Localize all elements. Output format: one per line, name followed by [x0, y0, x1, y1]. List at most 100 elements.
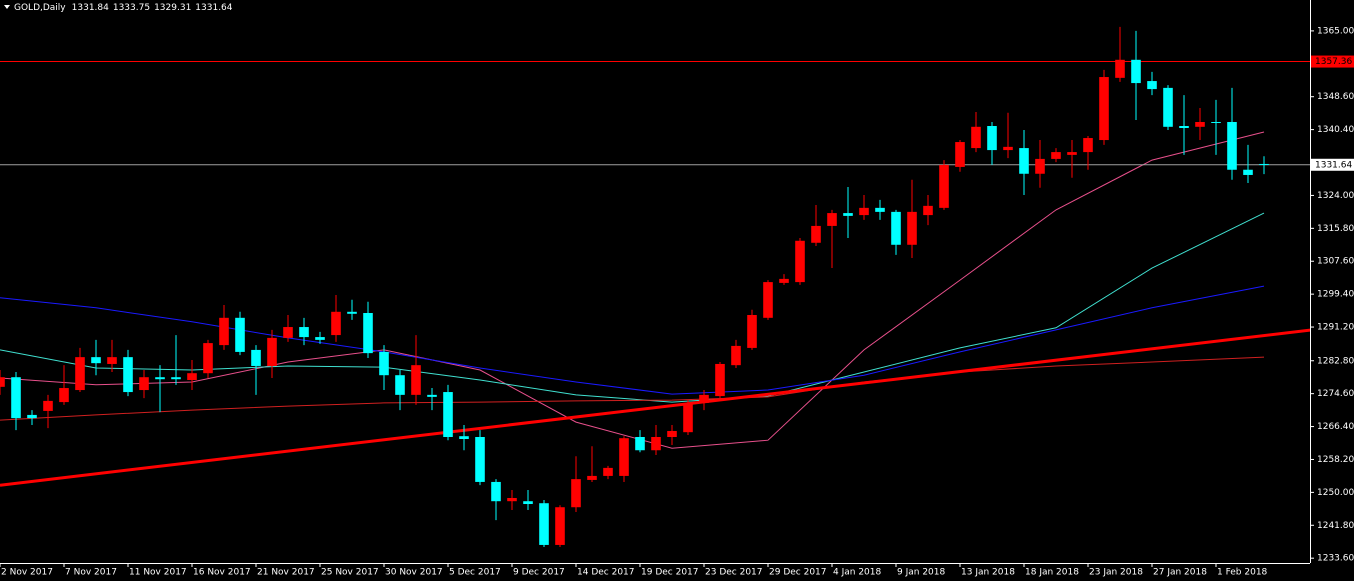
y-tick-label: 1282.80 [1317, 356, 1354, 366]
x-tick-label: 18 Jan 2018 [1025, 568, 1079, 578]
x-tick-label: 19 Dec 2017 [641, 568, 699, 578]
menu-triangle[interactable] [4, 5, 10, 9]
candle-body [107, 357, 117, 364]
candle-body [667, 430, 677, 437]
candle-body [235, 317, 245, 352]
candle-body [843, 213, 853, 216]
x-tick-label: 9 Dec 2017 [513, 568, 565, 578]
candle-body [75, 357, 85, 391]
candle-body [1019, 148, 1029, 174]
moving-average [0, 285, 1265, 395]
header-close: 1331.64 [195, 3, 232, 13]
candle-body [827, 213, 837, 226]
candle-body [907, 211, 917, 245]
candle-body [523, 501, 533, 505]
candle-body [299, 327, 309, 338]
candle-body [619, 438, 629, 476]
y-tick-label: 1274.60 [1317, 389, 1354, 399]
x-tick-label: 2 Nov 2017 [1, 568, 53, 578]
header-high: 1333.75 [113, 3, 150, 13]
candle-body [763, 282, 773, 318]
candle-body [1195, 121, 1205, 127]
candle-body [731, 345, 741, 366]
candle-body [475, 436, 485, 482]
candle-body [971, 126, 981, 149]
candle-body [811, 225, 821, 243]
candle-body [27, 414, 37, 419]
moving-average [0, 356, 1265, 421]
candle-body [379, 351, 389, 376]
y-tick-label: 1250.00 [1317, 488, 1354, 498]
candle-body [1003, 146, 1013, 151]
candle-body [1067, 152, 1077, 155]
y-tick-label: 1365.00 [1317, 26, 1354, 36]
candle-body [155, 377, 165, 380]
y-tick-label: 1291.20 [1317, 323, 1354, 333]
x-tick-label: 21 Nov 2017 [257, 568, 315, 578]
candle-body [1243, 169, 1253, 175]
candle-body [795, 240, 805, 283]
candle-body [347, 311, 357, 314]
y-tick-label: 1307.60 [1317, 257, 1354, 267]
moving-average [0, 131, 1265, 449]
y-tick-label: 1241.80 [1317, 521, 1354, 531]
y-tick-label: 1315.80 [1317, 224, 1354, 234]
x-tick-label: 29 Dec 2017 [769, 568, 827, 578]
candle-body [1179, 126, 1189, 129]
x-tick-label: 9 Jan 2018 [897, 568, 945, 578]
x-tick-label: 1 Feb 2018 [1217, 568, 1268, 578]
candle-body [0, 377, 5, 387]
candle-body [363, 313, 373, 354]
candle-body [411, 365, 421, 395]
candle-body [1035, 158, 1045, 174]
candle-body [587, 475, 597, 480]
header-low: 1329.31 [154, 3, 191, 13]
header: GOLD,Daily 1331.84 1333.75 1329.31 1331.64 [14, 3, 233, 13]
candle-body [491, 481, 501, 502]
candle-body [59, 388, 69, 403]
candle-body [539, 503, 549, 545]
candle-body [555, 507, 565, 545]
candle-body [187, 373, 197, 381]
header-open: 1331.84 [72, 3, 109, 13]
candle-body [651, 436, 661, 451]
level-label-box [1311, 55, 1354, 68]
y-tick-label: 1266.40 [1317, 422, 1354, 432]
x-tick-label: 5 Dec 2017 [449, 568, 501, 578]
candle-body [11, 377, 21, 419]
candle-body [635, 436, 645, 451]
candle-body [859, 207, 869, 216]
x-tick-label: 11 Nov 2017 [129, 568, 187, 578]
candle-body [43, 400, 53, 411]
x-tick-label: 25 Nov 2017 [321, 568, 379, 578]
candle-body [203, 343, 213, 374]
candle-body [251, 349, 261, 366]
candle-body [1099, 77, 1109, 141]
candle-body [1115, 59, 1125, 78]
symbol-title: GOLD,Daily [14, 3, 66, 13]
y-tick-label: 1340.40 [1317, 125, 1354, 135]
level-label: 1357.36 [1315, 57, 1352, 67]
x-tick-label: 27 Jan 2018 [1153, 568, 1207, 578]
price-label-box [1311, 158, 1354, 171]
candle-body [1211, 121, 1221, 123]
candle-body [507, 497, 517, 502]
x-tick-label: 16 Nov 2017 [193, 568, 251, 578]
price-label: 1331.64 [1315, 160, 1352, 170]
candle-body [891, 211, 901, 245]
candle-body [699, 394, 709, 403]
candle-body [875, 207, 885, 212]
candle-body [1259, 163, 1269, 165]
candle-body [603, 467, 613, 476]
x-tick-label: 14 Dec 2017 [577, 568, 635, 578]
candle-body [315, 337, 325, 340]
candle-body [123, 357, 133, 393]
candle-body [987, 126, 997, 151]
candle-body [91, 357, 101, 364]
candle-body [715, 363, 725, 397]
candle-body [219, 317, 229, 346]
y-tick-label: 1348.60 [1317, 92, 1354, 102]
